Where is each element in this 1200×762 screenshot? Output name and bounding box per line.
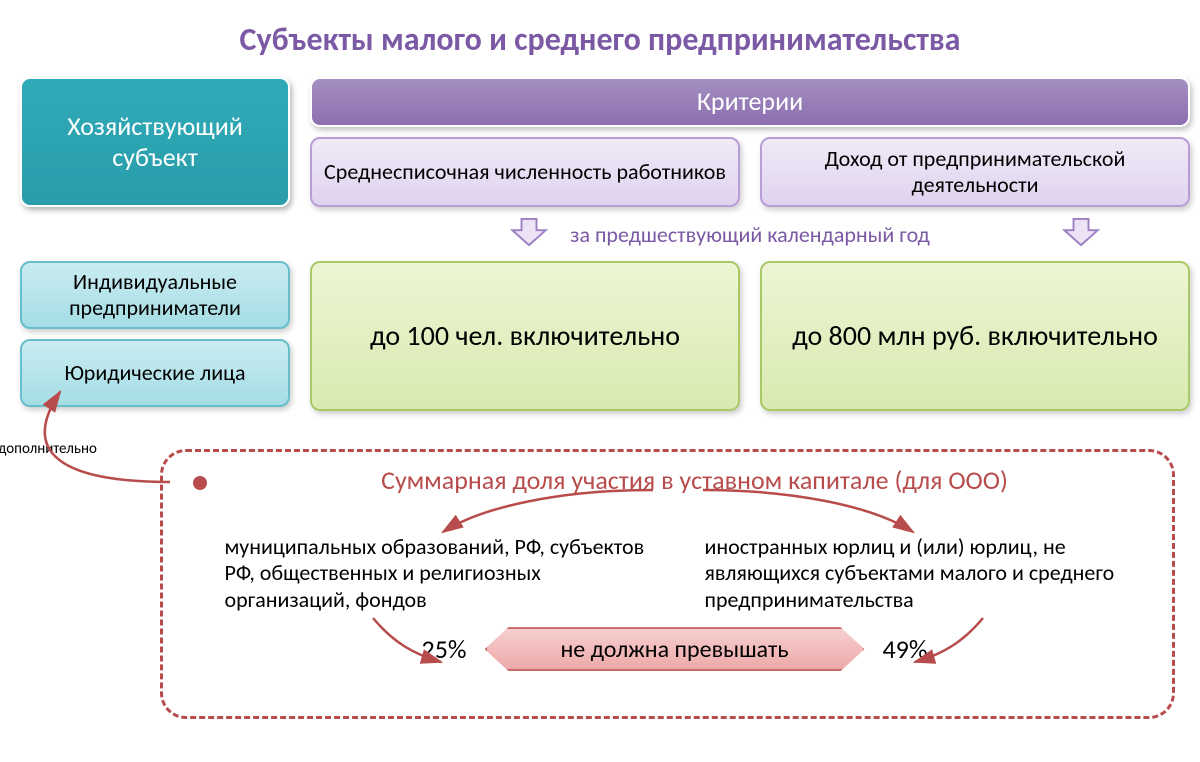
pct-right: 49% (883, 633, 928, 665)
criteria-val2: до 800 млн руб. включительно (760, 261, 1190, 411)
criteria-col1-header: Среднесписочная численность работников (310, 137, 740, 207)
period-label: за предшествующий календарный год (570, 221, 930, 248)
criteria-header: Критерии (310, 77, 1190, 127)
entity-sub1: Индивидуальные предприниматели (20, 261, 290, 329)
page-title: Субъекты малого и среднего предпринимате… (20, 20, 1180, 59)
entity-main-box: Хозяйствующий субъект (20, 77, 290, 207)
additional-right-text: иностранных юрлиц и (или) юрлиц, не явля… (705, 534, 1125, 613)
bottom-area: Суммарная доля участия в уставном капита… (20, 449, 1180, 719)
additional-title: Суммарная доля участия в уставном капита… (247, 464, 1142, 496)
additional-box: Суммарная доля участия в уставном капита… (160, 449, 1175, 719)
additional-columns: муниципальных образований, РФ, субъектов… (207, 534, 1142, 613)
arrow-down-icon (510, 217, 548, 253)
entity-substack: Индивидуальные предприниматели Юридическ… (20, 261, 290, 411)
period-row: за предшествующий календарный год (310, 217, 1190, 251)
pct-left: 25% (422, 633, 467, 665)
entity-sub2: Юридические лица (20, 339, 290, 407)
criteria-val1: до 100 чел. включительно (310, 261, 740, 411)
criteria-col2-header: Доход от предпринимательской деятельност… (760, 137, 1190, 207)
center-hex: не должна превышать (485, 627, 865, 671)
additional-left-text: муниципальных образований, РФ, субъектов… (225, 534, 645, 613)
arrow-down-icon (1062, 217, 1100, 253)
top-grid: Хозяйствующий субъект Критерии Среднеспи… (20, 77, 1180, 411)
anchor-dot-icon (193, 476, 207, 490)
bottom-row: 25% не должна превышать 49% (207, 627, 1142, 671)
